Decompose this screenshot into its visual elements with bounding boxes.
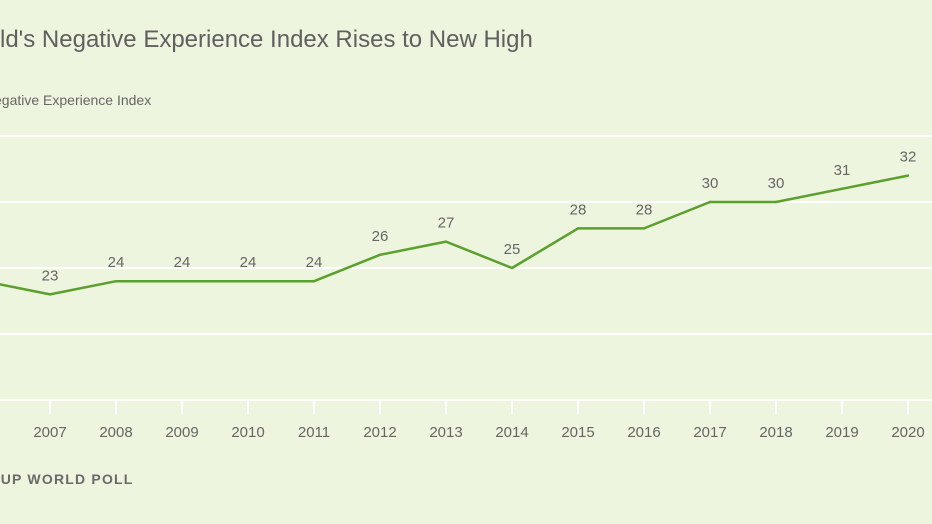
data-label: 28 <box>636 201 653 218</box>
data-point <box>576 227 580 230</box>
data-point <box>444 240 448 243</box>
chart-title: rld's Negative Experience Index Rises to… <box>0 26 533 53</box>
data-point <box>114 280 118 283</box>
data-point <box>246 280 250 283</box>
data-point <box>708 200 712 204</box>
data-point <box>510 266 514 270</box>
series-line <box>0 174 909 296</box>
data-label: 32 <box>900 149 917 166</box>
x-tick-label: 2008 <box>99 424 132 441</box>
x-tick-label: 2010 <box>231 424 264 441</box>
x-tick-label: 2020 <box>891 424 924 441</box>
data-point <box>906 174 910 177</box>
chart-source: LUP WORLD POLL <box>0 471 134 487</box>
data-label: 24 <box>240 254 257 271</box>
x-tick-label: 2018 <box>759 424 792 441</box>
data-label: 31 <box>834 162 851 179</box>
x-tick-label: 2007 <box>33 424 66 441</box>
data-label: 25 <box>504 241 521 258</box>
data-label: 28 <box>570 201 587 218</box>
x-tick-label: 2006 <box>0 424 1 441</box>
x-tick-label: 2017 <box>693 424 726 441</box>
data-label: 27 <box>438 215 455 232</box>
data-point <box>312 280 316 283</box>
x-tick-label: 2009 <box>165 424 198 441</box>
data-label: 26 <box>372 228 389 245</box>
data-point <box>642 227 646 230</box>
data-label: 24 <box>306 254 323 271</box>
x-tick-label: 2016 <box>627 424 660 441</box>
data-point <box>774 200 778 204</box>
chart-subtitle: egative Experience Index <box>0 92 152 108</box>
x-tick-label: 2012 <box>363 424 396 441</box>
x-tick-label: 2013 <box>429 424 462 441</box>
data-label: 23 <box>42 267 59 284</box>
x-tick-label: 2014 <box>495 424 528 441</box>
x-tick-label: 2015 <box>561 424 594 441</box>
data-point <box>180 280 184 283</box>
data-label: 24 <box>108 254 125 271</box>
x-tick-label: 2019 <box>825 424 858 441</box>
data-point <box>378 253 382 256</box>
data-point <box>48 293 52 296</box>
data-label: 30 <box>702 175 719 192</box>
data-label: 24 <box>174 254 191 271</box>
x-tick-label: 2011 <box>298 424 330 441</box>
data-point <box>840 187 844 190</box>
data-label: 30 <box>768 175 785 192</box>
